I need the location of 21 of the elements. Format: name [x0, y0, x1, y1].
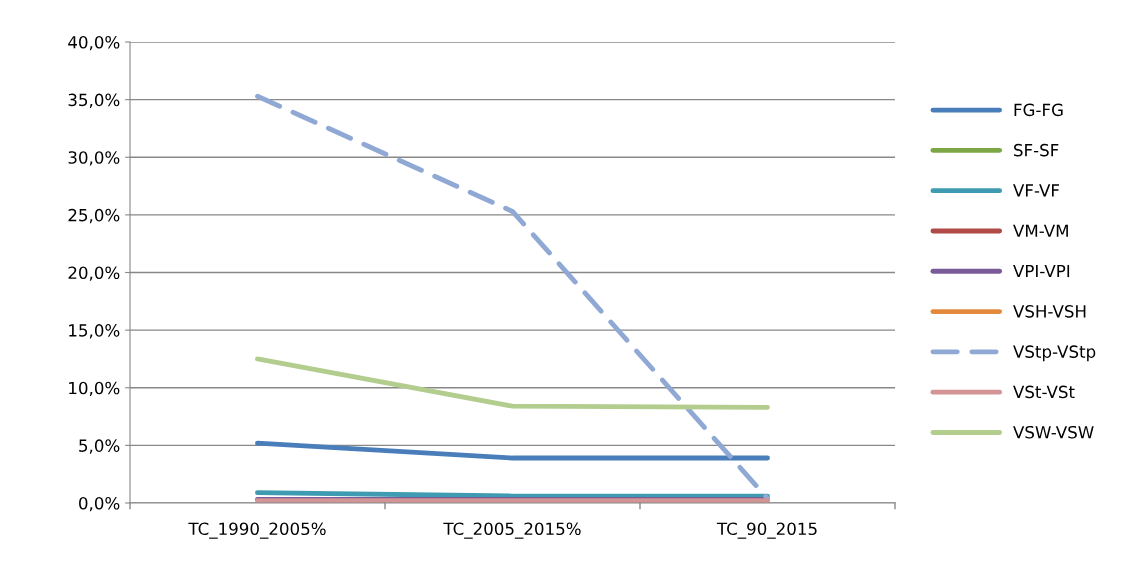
y-tick-label: 15,0% — [69, 324, 120, 339]
legend-label: FG-FG — [1014, 103, 1063, 117]
x-tick-label: TC_90_2015 — [716, 522, 817, 539]
y-tick-label: 40,0% — [68, 35, 120, 51]
y-tick-label: 35,0% — [68, 93, 120, 108]
legend-label: VF-VF — [1013, 184, 1059, 197]
legend-label: SF-SF — [1014, 143, 1059, 157]
y-tick-label: 5,0% — [79, 439, 120, 454]
y-tick-label: 20,0% — [68, 266, 120, 281]
x-tick-label: TC_2005_2015% — [443, 522, 581, 539]
legend-label: VStp-VStp — [1013, 345, 1096, 362]
legend-label: VSt-VSt — [1013, 385, 1075, 399]
y-tick-label: 25,0% — [68, 208, 120, 224]
y-tick-label: 0,0% — [79, 496, 120, 512]
legend-label: VSW-VSW — [1013, 425, 1094, 439]
legend-label: VPI-VPI — [1013, 264, 1070, 278]
x-tick-label: TC_1990_2005% — [188, 522, 326, 539]
y-tick-label: 10,0% — [69, 381, 120, 397]
legend-label: VM-VM — [1013, 224, 1068, 237]
y-tick-label: 30,0% — [68, 151, 120, 166]
legend-label: VSH-VSH — [1013, 305, 1086, 318]
